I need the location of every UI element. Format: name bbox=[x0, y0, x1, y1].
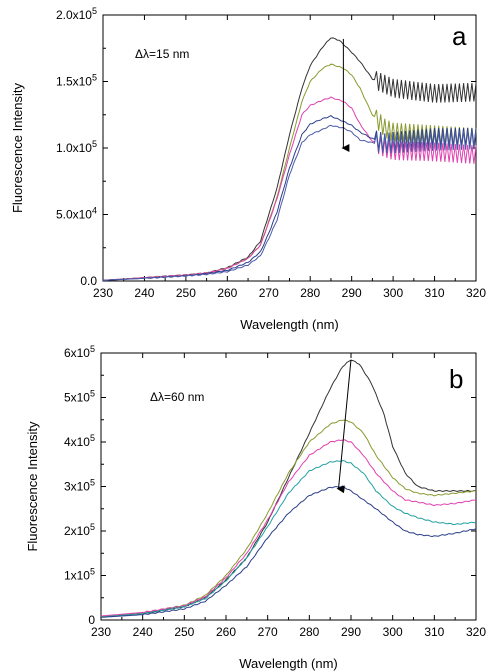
panel-b-series-line bbox=[100, 459, 477, 618]
panel-a-panel-letter: a bbox=[452, 21, 467, 51]
panel-a-x-tick-label: 310 bbox=[425, 286, 445, 300]
panel-b-y-tick-label: 4x105 bbox=[64, 433, 95, 449]
panel-a-series-line bbox=[102, 96, 477, 281]
panel-b-x-tick-label: 280 bbox=[299, 625, 319, 639]
panel-b-chart: 230 240 250 260 270 280 290 300 310 320 0 1x105 2x10… bbox=[25, 344, 486, 671]
panel-b-x-tick-label: 300 bbox=[383, 625, 403, 639]
panel-b-series-line bbox=[100, 439, 477, 617]
panel-a-x-tick-label: 300 bbox=[383, 286, 403, 300]
panel-a-y-axis-title: Fluorescence Intensity bbox=[10, 82, 25, 213]
panel-b-x-axis-title: Wavelength (nm) bbox=[239, 656, 338, 671]
panel-a-x-tick-label: 230 bbox=[93, 286, 113, 300]
panel-b-x-tick-label: 250 bbox=[174, 625, 194, 639]
panel-a-y-tick-label: 1.0x105 bbox=[56, 139, 97, 155]
panel-b-y-tick-label: 3x105 bbox=[64, 478, 95, 494]
panel-a-series-line bbox=[102, 124, 477, 281]
panel-a-x-tick-label: 260 bbox=[217, 286, 237, 300]
panel-b-x-tick-label: 320 bbox=[466, 625, 486, 639]
panel-b-x-tick-label: 240 bbox=[133, 625, 153, 639]
panel-b-y-tick-label: 1x105 bbox=[64, 567, 95, 583]
panel-b-y-axis-title: Fluorescence Intensity bbox=[25, 421, 40, 552]
panel-b-x-tick-label: 270 bbox=[258, 625, 278, 639]
panel-b-annotation: Δλ=60 nm bbox=[150, 390, 204, 404]
panel-a-x-tick-label: 280 bbox=[300, 286, 320, 300]
panel-a-x-tick-label: 250 bbox=[176, 286, 196, 300]
panel-a-x-tick-label: 290 bbox=[342, 286, 362, 300]
panel-a-chart: 230 240 250 260 270 280 290 300 310 320 0.0 5.0x104… bbox=[10, 6, 486, 332]
panel-b-x-tick-label: 290 bbox=[341, 625, 361, 639]
panel-b-y-tick-label: 0 bbox=[88, 613, 95, 627]
panel-a-y-tick-label: 0.0 bbox=[80, 274, 97, 288]
panel-a-x-tick-label: 240 bbox=[134, 286, 154, 300]
panel-b-trend-arrow bbox=[336, 359, 352, 494]
panel-a-y-tick-label: 5.0x104 bbox=[56, 206, 97, 222]
panel-a-x-tick-label: 270 bbox=[259, 286, 279, 300]
panel-b-x-tick-label: 310 bbox=[424, 625, 444, 639]
panel-a-annotation: Δλ=15 nm bbox=[135, 47, 189, 61]
panel-a-y-tick-label: 1.5x105 bbox=[56, 73, 97, 89]
panel-b-panel-letter: b bbox=[449, 364, 463, 394]
panel-a-x-tick-label: 320 bbox=[466, 286, 486, 300]
panel-b-x-tick-label: 260 bbox=[216, 625, 236, 639]
panel-b-y-tick-label: 6x105 bbox=[64, 344, 95, 360]
panel-b-y-tick-label: 2x105 bbox=[64, 522, 95, 538]
panel-a-y-tick-label: 2.0x105 bbox=[56, 6, 97, 22]
panel-b-series-line bbox=[100, 485, 477, 618]
panel-a-x-axis-title: Wavelength (nm) bbox=[240, 317, 339, 332]
panel-b-y-tick-label: 5x105 bbox=[64, 389, 95, 405]
panel-b-x-tick-label: 230 bbox=[91, 625, 111, 639]
